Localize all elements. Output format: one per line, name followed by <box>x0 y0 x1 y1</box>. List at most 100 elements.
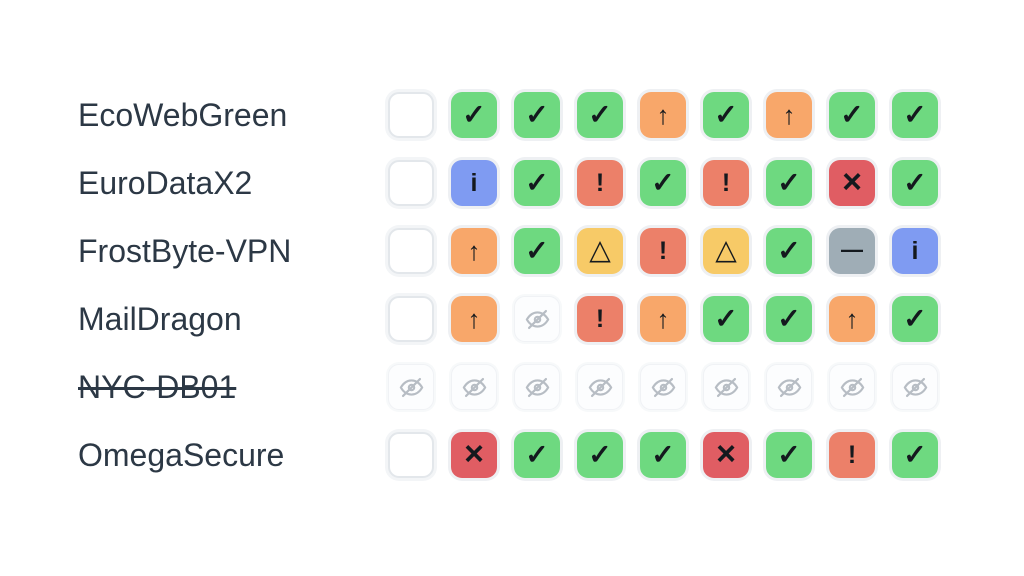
status-cell-cross[interactable]: × <box>829 160 875 206</box>
status-cell-eye-off <box>703 364 749 410</box>
exclamation-icon: ! <box>595 304 605 333</box>
status-cell-check[interactable]: ✓ <box>577 432 623 478</box>
status-cell-empty[interactable] <box>388 160 434 206</box>
status-cell-arrow-up[interactable]: ↑ <box>451 228 497 274</box>
warning-triangle-icon: △ <box>589 234 611 265</box>
status-cell-check[interactable]: ✓ <box>640 432 686 478</box>
status-cell-check[interactable]: ✓ <box>514 228 560 274</box>
eye-off-icon <box>588 377 612 397</box>
service-label: EuroDataX2 <box>78 164 253 201</box>
dash-icon: — <box>841 237 863 262</box>
eye-off-icon <box>462 377 486 397</box>
info-icon: i <box>911 236 919 265</box>
check-icon: ✓ <box>462 99 486 130</box>
check-icon: ✓ <box>840 99 864 130</box>
status-matrix: EcoWebGreen ✓ ✓ ✓ ↑ ✓ ↑ ✓ ✓ EuroDataX2 i ✓! ✓! ✓ × ✓ Fro… <box>78 92 938 500</box>
status-cell-check[interactable]: ✓ <box>577 92 623 138</box>
check-icon: ✓ <box>903 439 927 470</box>
status-cell-check[interactable]: ✓ <box>766 296 812 342</box>
cross-icon: × <box>464 434 484 473</box>
status-cells: ↑ ✓ △! △ ✓ — i <box>388 228 938 274</box>
status-cell-eye-off <box>514 296 560 342</box>
eye-off-icon <box>525 309 549 329</box>
status-cell-cross[interactable]: × <box>703 432 749 478</box>
status-cell-empty[interactable] <box>388 432 434 478</box>
check-icon: ✓ <box>525 235 549 266</box>
status-cell-exclamation[interactable]: ! <box>577 296 623 342</box>
status-cell-check[interactable]: ✓ <box>892 160 938 206</box>
status-cell-check[interactable]: ✓ <box>640 160 686 206</box>
status-cell-warning-triangle[interactable]: △ <box>703 228 749 274</box>
service-row: EcoWebGreen ✓ ✓ ✓ ↑ ✓ ↑ ✓ ✓ <box>78 92 938 138</box>
status-cell-check[interactable]: ✓ <box>703 296 749 342</box>
status-cell-empty[interactable] <box>388 296 434 342</box>
service-row: EuroDataX2 i ✓! ✓! ✓ × ✓ <box>78 160 938 206</box>
status-cell-check[interactable]: ✓ <box>766 432 812 478</box>
status-cell-exclamation[interactable]: ! <box>640 228 686 274</box>
status-cells: ✓ ✓ ✓ ↑ ✓ ↑ ✓ ✓ <box>388 92 938 138</box>
status-cell-eye-off <box>451 364 497 410</box>
service-row: MailDragon ↑! ↑ ✓ ✓ ↑ ✓ <box>78 296 938 342</box>
status-cell-exclamation[interactable]: ! <box>577 160 623 206</box>
service-label: MailDragon <box>78 300 242 337</box>
service-row: NYC-DB01 <box>78 364 938 410</box>
status-cell-check[interactable]: ✓ <box>514 432 560 478</box>
status-cell-arrow-up[interactable]: ↑ <box>640 92 686 138</box>
arrow-up-icon: ↑ <box>467 236 481 266</box>
status-cell-check[interactable]: ✓ <box>514 92 560 138</box>
exclamation-icon: ! <box>595 168 605 197</box>
info-icon: i <box>470 168 478 197</box>
status-cell-empty[interactable] <box>388 92 434 138</box>
status-cell-warning-triangle[interactable]: △ <box>577 228 623 274</box>
service-label: FrostByte-VPN <box>78 232 292 269</box>
status-cell-dash[interactable]: — <box>829 228 875 274</box>
exclamation-icon: ! <box>721 168 731 197</box>
arrow-up-icon: ↑ <box>782 100 796 130</box>
status-cell-info[interactable]: i <box>892 228 938 274</box>
status-cell-check[interactable]: ✓ <box>514 160 560 206</box>
arrow-up-icon: ↑ <box>845 304 859 334</box>
check-icon: ✓ <box>777 235 801 266</box>
status-cell-eye-off <box>577 364 623 410</box>
status-cell-info[interactable]: i <box>451 160 497 206</box>
check-icon: ✓ <box>714 99 738 130</box>
arrow-up-icon: ↑ <box>656 304 670 334</box>
status-cell-check[interactable]: ✓ <box>892 296 938 342</box>
warning-triangle-icon: △ <box>715 234 737 265</box>
status-cell-eye-off <box>766 364 812 410</box>
check-icon: ✓ <box>525 167 549 198</box>
check-icon: ✓ <box>777 439 801 470</box>
check-icon: ✓ <box>525 99 549 130</box>
service-label: EcoWebGreen <box>78 96 288 133</box>
status-cell-arrow-up[interactable]: ↑ <box>766 92 812 138</box>
eye-off-icon <box>399 377 423 397</box>
status-cell-check[interactable]: ✓ <box>766 228 812 274</box>
cross-icon: × <box>842 162 862 201</box>
status-cell-eye-off <box>892 364 938 410</box>
status-cells <box>388 364 938 410</box>
cross-icon: × <box>716 434 736 473</box>
status-cell-exclamation[interactable]: ! <box>829 432 875 478</box>
check-icon: ✓ <box>903 303 927 334</box>
eye-off-icon <box>651 377 675 397</box>
status-cell-check[interactable]: ✓ <box>892 92 938 138</box>
status-cell-arrow-up[interactable]: ↑ <box>640 296 686 342</box>
status-cell-exclamation[interactable]: ! <box>703 160 749 206</box>
service-row: OmegaSecure × ✓ ✓ ✓ × ✓! ✓ <box>78 432 938 478</box>
status-cell-check[interactable]: ✓ <box>766 160 812 206</box>
status-cell-arrow-up[interactable]: ↑ <box>829 296 875 342</box>
status-cell-arrow-up[interactable]: ↑ <box>451 296 497 342</box>
service-label: OmegaSecure <box>78 436 285 473</box>
status-cell-eye-off <box>640 364 686 410</box>
service-label: NYC-DB01 <box>78 368 237 405</box>
check-icon: ✓ <box>651 167 675 198</box>
status-cell-check[interactable]: ✓ <box>829 92 875 138</box>
status-cell-check[interactable]: ✓ <box>451 92 497 138</box>
exclamation-icon: ! <box>847 440 857 469</box>
status-cell-cross[interactable]: × <box>451 432 497 478</box>
status-cell-check[interactable]: ✓ <box>703 92 749 138</box>
status-cell-empty[interactable] <box>388 228 434 274</box>
check-icon: ✓ <box>588 99 612 130</box>
status-cell-check[interactable]: ✓ <box>892 432 938 478</box>
exclamation-icon: ! <box>658 236 668 265</box>
